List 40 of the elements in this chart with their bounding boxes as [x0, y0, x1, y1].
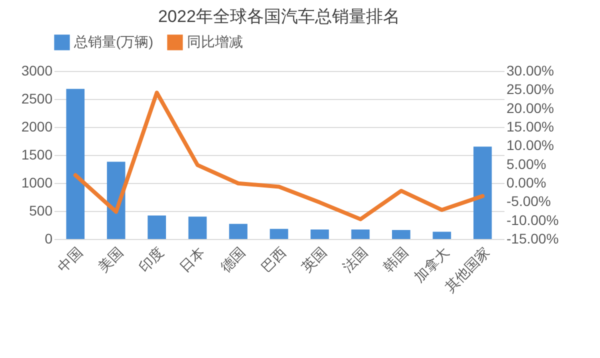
x-tick-label: 日本	[176, 244, 208, 276]
bar	[148, 215, 166, 239]
legend-label: 总销量(万辆)	[73, 33, 154, 50]
y2-tick-label: -10.00%	[506, 212, 559, 228]
chart-title: 2022年全球各国汽车总销量排名	[158, 7, 400, 26]
bar	[392, 230, 410, 239]
y2-tick-label: 30.00%	[506, 62, 554, 78]
bar	[473, 146, 492, 239]
y2-tick-label: 10.00%	[506, 137, 554, 154]
y2-tick-label: -15.00%	[506, 230, 559, 246]
bar	[310, 229, 329, 239]
x-tick-label: 德国	[217, 244, 248, 276]
x-tick-label: 法国	[339, 244, 370, 276]
y2-tick-label: 20.00%	[506, 100, 554, 116]
y2-tick-label: 15.00%	[506, 118, 554, 134]
y2-tick-label: -5.00%	[506, 193, 551, 210]
y-tick-label: 1000	[21, 174, 53, 190]
x-tick-label: 印度	[136, 244, 167, 276]
bar	[188, 216, 207, 239]
bar	[351, 229, 370, 239]
legend-label: 同比增减	[187, 33, 243, 50]
y-tick-label: 0	[44, 230, 53, 246]
x-tick-label: 美国	[94, 244, 126, 276]
x-tick-label: 中国	[54, 244, 86, 276]
y2-tick-label: 25.00%	[506, 81, 554, 98]
x-tick-label: 韩国	[380, 244, 412, 276]
y2-tick-label: 5.00%	[506, 156, 546, 172]
y2-tick-label: 0.00%	[506, 174, 546, 190]
x-tick-label: 英国	[298, 244, 330, 276]
y-tick-label: 2500	[21, 90, 53, 106]
bar	[229, 224, 248, 239]
x-tick-label: 巴西	[258, 244, 289, 276]
bar	[270, 228, 288, 239]
y-tick-label: 3000	[21, 62, 53, 78]
bar	[66, 88, 85, 239]
bar	[432, 232, 452, 239]
line-series	[73, 90, 485, 222]
y-tick-label: 500	[29, 202, 53, 218]
y-tick-label: 2000	[21, 118, 53, 134]
y-tick-label: 1500	[21, 146, 53, 162]
